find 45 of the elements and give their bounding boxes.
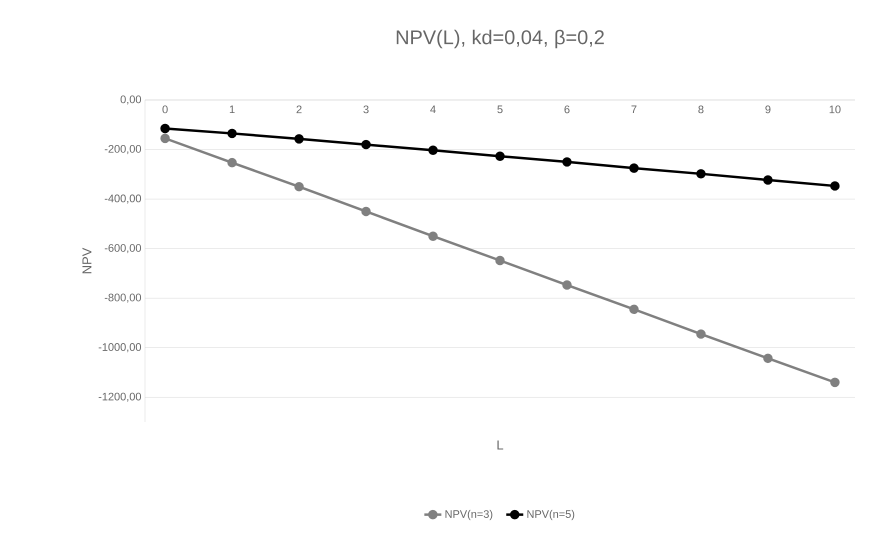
x-tick-label: 5 xyxy=(497,106,503,114)
x-tick-label: 7 xyxy=(631,106,636,114)
y-tick-label: -400,00 xyxy=(104,194,142,204)
point xyxy=(294,182,304,192)
y-tick-label: 0,00 xyxy=(120,95,142,105)
x-tick-label: 8 xyxy=(698,106,704,114)
point xyxy=(629,304,639,314)
point xyxy=(562,157,572,167)
point xyxy=(830,181,840,191)
point xyxy=(294,134,304,144)
x-axis-title: L xyxy=(497,440,504,450)
y-tick-label: -800,00 xyxy=(104,294,142,303)
legend-label: NPV(n=3) xyxy=(445,510,492,520)
point xyxy=(495,151,505,161)
point xyxy=(160,134,170,144)
point xyxy=(428,231,438,241)
y-tick-label: -200,00 xyxy=(104,145,142,154)
x-tick-label: 6 xyxy=(564,106,570,114)
y-tick-label: -1200,00 xyxy=(98,392,142,402)
point xyxy=(830,378,840,388)
y-tick-label: -600,00 xyxy=(104,244,142,254)
point xyxy=(763,354,773,364)
point xyxy=(160,124,170,134)
x-tick-label: 10 xyxy=(830,106,841,114)
point xyxy=(495,256,505,266)
point xyxy=(361,140,371,150)
x-tick-label: 1 xyxy=(230,106,235,114)
y-axis-title: NPV xyxy=(82,248,92,274)
point xyxy=(629,163,639,173)
chart-title: NPV(L), kd=0,04, β=0,2 xyxy=(396,30,604,48)
point xyxy=(428,146,438,156)
point xyxy=(227,158,237,168)
point xyxy=(696,169,706,179)
x-tick-label: 4 xyxy=(430,106,436,114)
x-tick-label: 9 xyxy=(765,106,770,114)
x-tick-label: 0 xyxy=(162,106,168,114)
point xyxy=(361,206,371,216)
point xyxy=(763,175,773,185)
point xyxy=(562,280,572,290)
y-tick-label: -1000,00 xyxy=(98,343,142,352)
x-tick-label: 2 xyxy=(296,106,302,114)
legend-label: NPV(n=5) xyxy=(527,510,574,520)
x-tick-label: 3 xyxy=(363,106,369,114)
point xyxy=(696,329,706,339)
point xyxy=(227,128,237,138)
